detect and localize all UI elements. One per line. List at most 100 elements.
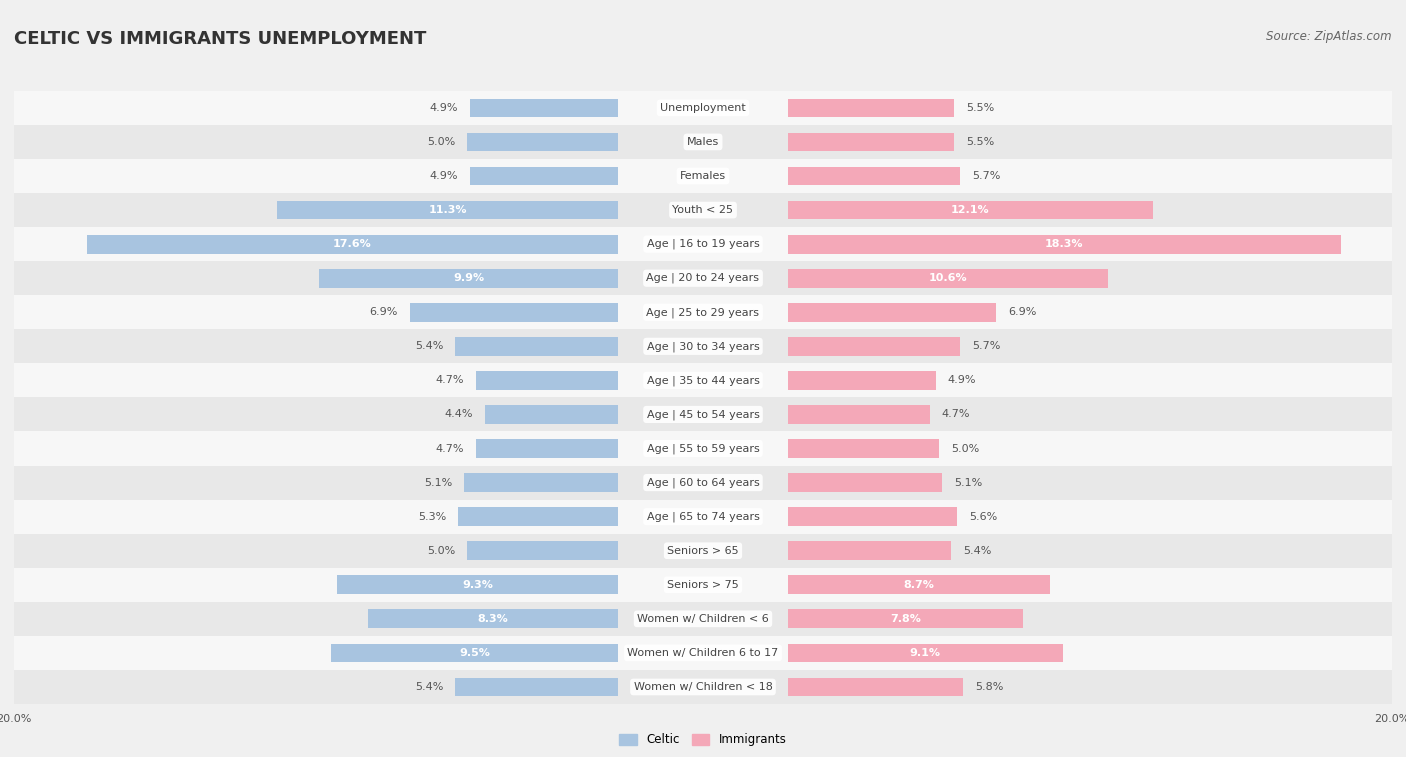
Bar	[0, 500, 1406, 534]
Text: 5.0%: 5.0%	[950, 444, 979, 453]
Bar	[0, 159, 1406, 193]
Bar	[0, 466, 1406, 500]
Legend: Celtic, Immigrants: Celtic, Immigrants	[614, 729, 792, 751]
Bar	[0, 159, 1406, 193]
Bar	[0, 500, 1406, 534]
Text: CELTIC VS IMMIGRANTS UNEMPLOYMENT: CELTIC VS IMMIGRANTS UNEMPLOYMENT	[14, 30, 426, 48]
Bar	[0, 602, 1406, 636]
Bar	[787, 235, 1340, 254]
Bar	[277, 201, 619, 220]
Text: Age | 20 to 24 years: Age | 20 to 24 years	[647, 273, 759, 283]
Bar	[787, 609, 1024, 628]
Bar	[0, 227, 1406, 261]
Text: 5.0%: 5.0%	[427, 546, 456, 556]
Text: 9.1%: 9.1%	[910, 648, 941, 658]
Text: 4.9%: 4.9%	[430, 171, 458, 181]
Text: 8.7%: 8.7%	[904, 580, 935, 590]
Bar	[0, 363, 1406, 397]
Bar	[787, 132, 953, 151]
Bar	[477, 439, 619, 458]
Bar	[332, 643, 619, 662]
Text: Age | 60 to 64 years: Age | 60 to 64 years	[647, 478, 759, 488]
Bar	[787, 167, 960, 185]
Text: 4.4%: 4.4%	[444, 410, 474, 419]
Bar	[464, 473, 619, 492]
Text: 5.7%: 5.7%	[972, 171, 1000, 181]
Bar	[467, 541, 619, 560]
Text: 8.3%: 8.3%	[478, 614, 509, 624]
Text: 5.0%: 5.0%	[427, 137, 456, 147]
Bar	[0, 329, 1406, 363]
Text: 18.3%: 18.3%	[1045, 239, 1084, 249]
Bar	[787, 439, 939, 458]
Text: Seniors > 75: Seniors > 75	[666, 580, 740, 590]
Bar	[0, 534, 1406, 568]
Bar	[0, 295, 1406, 329]
Text: Age | 65 to 74 years: Age | 65 to 74 years	[647, 512, 759, 522]
Bar	[0, 125, 1406, 159]
Text: Source: ZipAtlas.com: Source: ZipAtlas.com	[1267, 30, 1392, 43]
Bar	[471, 167, 619, 185]
Text: Youth < 25: Youth < 25	[672, 205, 734, 215]
Bar	[0, 91, 1406, 125]
Text: 5.5%: 5.5%	[966, 103, 994, 113]
Text: 5.5%: 5.5%	[966, 137, 994, 147]
Text: 5.4%: 5.4%	[415, 341, 443, 351]
Text: Age | 30 to 34 years: Age | 30 to 34 years	[647, 341, 759, 351]
Bar	[0, 636, 1406, 670]
Bar	[0, 602, 1406, 636]
Text: 4.7%: 4.7%	[942, 410, 970, 419]
Bar	[411, 303, 619, 322]
Bar	[0, 670, 1406, 704]
Text: 7.8%: 7.8%	[890, 614, 921, 624]
Bar	[0, 261, 1406, 295]
Text: Females: Females	[681, 171, 725, 181]
Text: Age | 16 to 19 years: Age | 16 to 19 years	[647, 239, 759, 249]
Text: Women w/ Children 6 to 17: Women w/ Children 6 to 17	[627, 648, 779, 658]
Text: Unemployment: Unemployment	[661, 103, 745, 113]
Text: 17.6%: 17.6%	[333, 239, 371, 249]
Bar	[0, 431, 1406, 466]
Bar	[0, 397, 1406, 431]
Text: 5.4%: 5.4%	[963, 546, 991, 556]
Bar	[0, 91, 1406, 125]
Text: 5.7%: 5.7%	[972, 341, 1000, 351]
Text: Age | 35 to 44 years: Age | 35 to 44 years	[647, 375, 759, 385]
Bar	[477, 371, 619, 390]
Bar	[0, 363, 1406, 397]
Bar	[319, 269, 619, 288]
Bar	[0, 670, 1406, 704]
Bar	[787, 201, 1153, 220]
Text: 11.3%: 11.3%	[429, 205, 467, 215]
Bar	[787, 303, 995, 322]
Text: 6.9%: 6.9%	[1008, 307, 1036, 317]
Bar	[0, 125, 1406, 159]
Bar	[787, 98, 953, 117]
Bar	[0, 602, 1406, 636]
Bar	[471, 98, 619, 117]
Text: 4.7%: 4.7%	[436, 444, 464, 453]
Text: 12.1%: 12.1%	[950, 205, 990, 215]
Bar	[0, 261, 1406, 295]
Bar	[0, 193, 1406, 227]
Bar	[0, 397, 1406, 431]
Text: 6.9%: 6.9%	[370, 307, 398, 317]
Bar	[0, 568, 1406, 602]
Text: Seniors > 65: Seniors > 65	[668, 546, 738, 556]
Bar	[0, 500, 1406, 534]
Bar	[367, 609, 619, 628]
Bar	[787, 337, 960, 356]
Bar	[0, 636, 1406, 670]
Text: 5.1%: 5.1%	[953, 478, 981, 488]
Bar	[0, 295, 1406, 329]
Text: Age | 55 to 59 years: Age | 55 to 59 years	[647, 444, 759, 453]
Bar	[87, 235, 619, 254]
Text: 5.3%: 5.3%	[418, 512, 446, 522]
Text: Age | 25 to 29 years: Age | 25 to 29 years	[647, 307, 759, 317]
Text: 9.5%: 9.5%	[460, 648, 491, 658]
Bar	[0, 466, 1406, 500]
Bar	[485, 405, 619, 424]
Bar	[0, 466, 1406, 500]
Bar	[0, 91, 1406, 125]
Text: Women w/ Children < 18: Women w/ Children < 18	[634, 682, 772, 692]
